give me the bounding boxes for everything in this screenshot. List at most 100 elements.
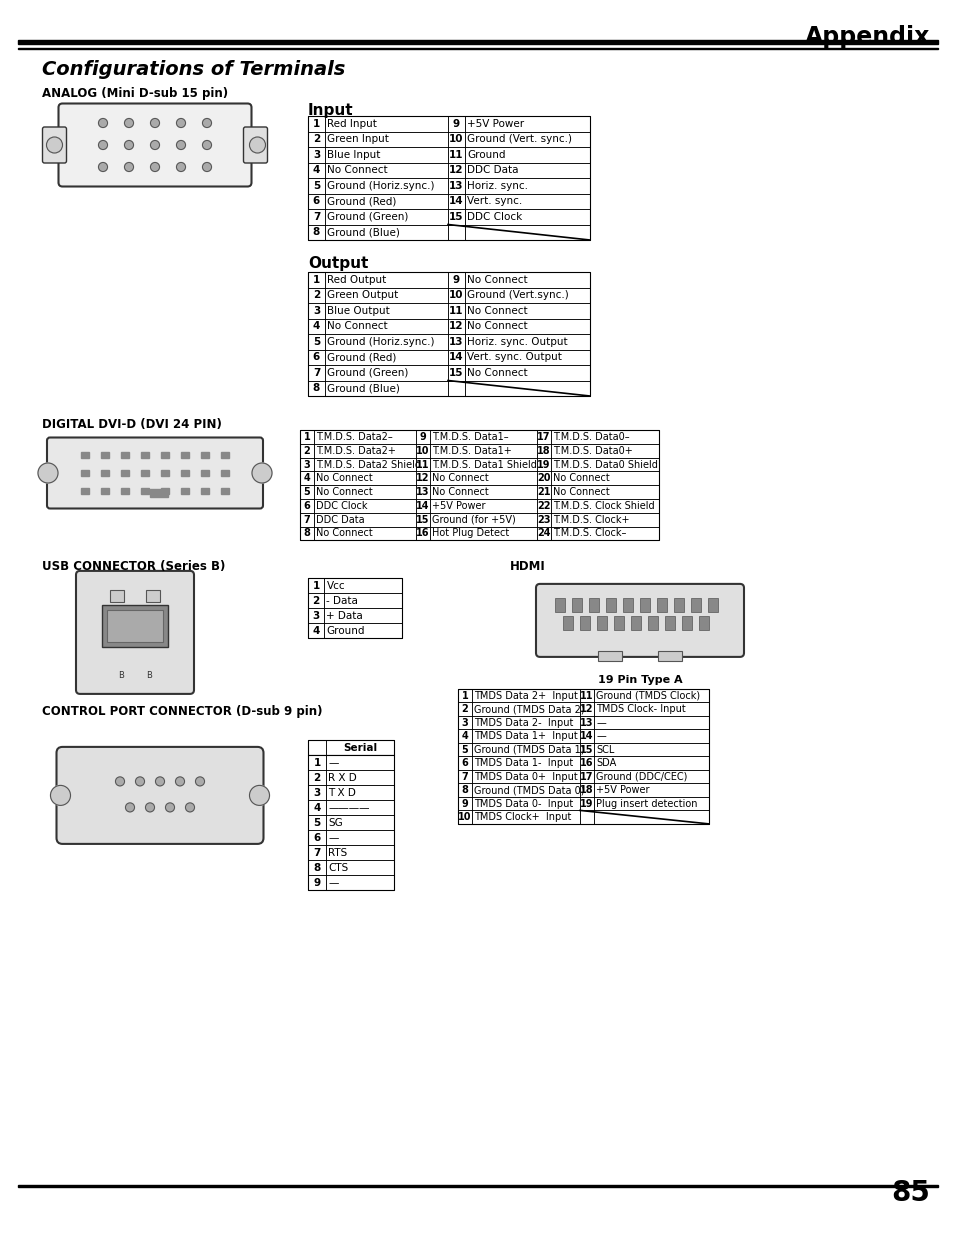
Bar: [18, 1184, 937, 1187]
Bar: [325, 366, 448, 380]
Text: 8: 8: [313, 383, 320, 393]
Text: 3: 3: [313, 788, 320, 798]
Text: Blue Input: Blue Input: [327, 149, 380, 159]
Bar: [325, 147, 448, 163]
Bar: [110, 590, 124, 603]
Text: 1: 1: [461, 690, 468, 700]
Bar: [416, 443, 430, 458]
Text: 13: 13: [579, 718, 593, 727]
Text: —: —: [328, 878, 338, 888]
Bar: [308, 756, 326, 771]
Bar: [121, 471, 129, 475]
Bar: [464, 380, 589, 396]
Bar: [308, 116, 589, 240]
Text: 2: 2: [461, 704, 468, 714]
Bar: [150, 489, 168, 496]
Text: 7: 7: [303, 515, 310, 525]
Bar: [101, 488, 109, 494]
Bar: [555, 599, 564, 613]
Text: Ground (Blue): Ground (Blue): [327, 383, 400, 393]
Bar: [448, 319, 464, 333]
Text: 2: 2: [313, 773, 320, 783]
Text: 10: 10: [416, 446, 429, 456]
Bar: [221, 452, 229, 458]
Bar: [551, 513, 659, 526]
Bar: [562, 616, 573, 630]
Bar: [325, 194, 448, 209]
Text: Appendix: Appendix: [803, 25, 929, 49]
Text: +5V Power: +5V Power: [432, 501, 485, 511]
Text: T.M.D.S. Data2–: T.M.D.S. Data2–: [316, 432, 393, 442]
Bar: [594, 769, 708, 783]
Bar: [308, 756, 394, 890]
Circle shape: [146, 803, 154, 811]
Bar: [594, 743, 708, 756]
Bar: [457, 797, 472, 810]
Bar: [161, 488, 169, 494]
Text: ————: ————: [328, 803, 370, 813]
Bar: [314, 472, 416, 485]
Circle shape: [98, 163, 108, 172]
Bar: [326, 830, 394, 846]
Bar: [448, 178, 464, 194]
Bar: [325, 131, 448, 147]
Bar: [308, 815, 326, 830]
Text: B: B: [146, 671, 152, 680]
Text: 5: 5: [461, 745, 468, 755]
Bar: [430, 526, 537, 541]
FancyBboxPatch shape: [56, 747, 263, 844]
Bar: [324, 578, 401, 593]
Bar: [416, 513, 430, 526]
Text: 5: 5: [313, 818, 320, 827]
Bar: [325, 333, 448, 350]
Bar: [314, 526, 416, 541]
Text: 3: 3: [312, 611, 319, 621]
Bar: [314, 485, 416, 499]
Bar: [551, 430, 659, 443]
Bar: [448, 272, 464, 288]
Text: T.M.D.S. Data1+: T.M.D.S. Data1+: [432, 446, 512, 456]
Circle shape: [165, 803, 174, 811]
Text: 8: 8: [313, 227, 320, 237]
Text: Red Input: Red Input: [327, 119, 377, 128]
Text: T.M.D.S. Data2+: T.M.D.S. Data2+: [316, 446, 395, 456]
Bar: [308, 303, 325, 319]
Text: 9: 9: [453, 274, 459, 285]
Bar: [299, 472, 314, 485]
Text: Horiz. sync.: Horiz. sync.: [467, 180, 528, 190]
Text: —: —: [596, 718, 605, 727]
Bar: [81, 452, 89, 458]
Bar: [326, 876, 394, 890]
Text: 20: 20: [537, 473, 550, 483]
Bar: [457, 769, 472, 783]
Text: T X D: T X D: [328, 788, 356, 798]
Bar: [161, 452, 169, 458]
Text: +5V Power: +5V Power: [596, 785, 649, 795]
Text: 2: 2: [313, 135, 320, 144]
Bar: [325, 288, 448, 303]
Bar: [101, 452, 109, 458]
Bar: [146, 590, 160, 603]
Text: 9: 9: [419, 432, 426, 442]
Text: 2: 2: [303, 446, 310, 456]
Text: 14: 14: [449, 352, 463, 362]
Text: Input: Input: [308, 103, 354, 119]
Bar: [416, 458, 430, 472]
Bar: [299, 458, 314, 472]
Bar: [448, 333, 464, 350]
Bar: [464, 163, 589, 178]
Bar: [325, 272, 448, 288]
Text: 14: 14: [579, 731, 593, 741]
Text: 1: 1: [312, 580, 319, 590]
Bar: [448, 131, 464, 147]
Text: Ground (Red): Ground (Red): [327, 352, 396, 362]
Bar: [121, 488, 129, 494]
Text: 18: 18: [579, 785, 593, 795]
Bar: [681, 616, 691, 630]
Text: No Connect: No Connect: [327, 321, 388, 331]
Bar: [430, 472, 537, 485]
Text: 15: 15: [579, 745, 593, 755]
FancyBboxPatch shape: [536, 584, 743, 657]
Circle shape: [151, 163, 159, 172]
Bar: [472, 797, 579, 810]
